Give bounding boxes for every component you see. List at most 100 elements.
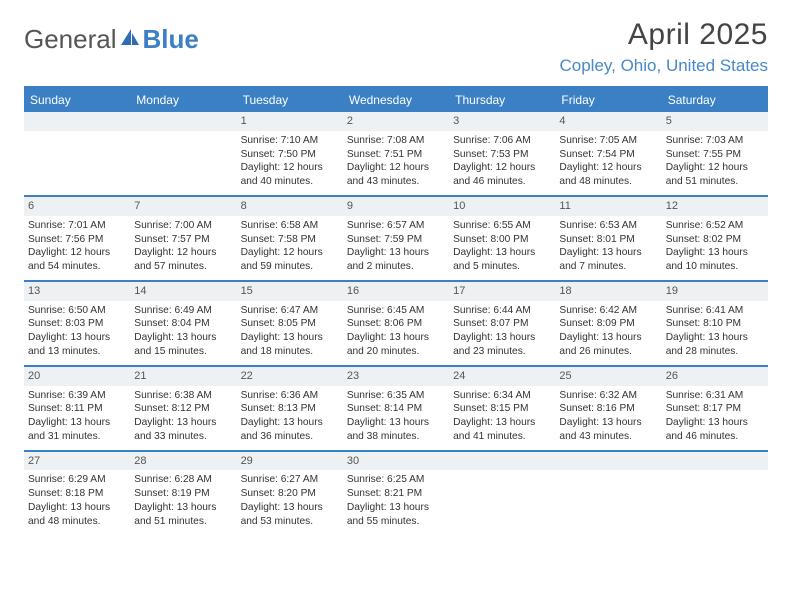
- sunrise-text: Sunrise: 6:38 AM: [134, 389, 232, 403]
- daylight-text: and 23 minutes.: [453, 345, 551, 359]
- sunset-text: Sunset: 7:50 PM: [241, 148, 339, 162]
- daylight-text: and 59 minutes.: [241, 260, 339, 274]
- daylight-text: and 31 minutes.: [28, 430, 126, 444]
- day-number: [130, 112, 236, 131]
- sunset-text: Sunset: 8:21 PM: [347, 487, 445, 501]
- sunrise-text: Sunrise: 7:00 AM: [134, 219, 232, 233]
- sunset-text: Sunset: 8:19 PM: [134, 487, 232, 501]
- day-number: 9: [343, 197, 449, 216]
- calendar-day: 20Sunrise: 6:39 AMSunset: 8:11 PMDayligh…: [24, 367, 130, 450]
- sunrise-text: Sunrise: 7:03 AM: [666, 134, 764, 148]
- sunset-text: Sunset: 8:10 PM: [666, 317, 764, 331]
- daylight-text: Daylight: 13 hours: [241, 501, 339, 515]
- daylight-text: and 43 minutes.: [559, 430, 657, 444]
- sunset-text: Sunset: 8:13 PM: [241, 402, 339, 416]
- title-block: April 2025 Copley, Ohio, United States: [559, 18, 768, 76]
- logo-sail-icon: [120, 28, 140, 46]
- sunset-text: Sunset: 8:17 PM: [666, 402, 764, 416]
- daylight-text: and 13 minutes.: [28, 345, 126, 359]
- day-number: 14: [130, 282, 236, 301]
- calendar-week: 27Sunrise: 6:29 AMSunset: 8:18 PMDayligh…: [24, 452, 768, 535]
- day-number: 18: [555, 282, 661, 301]
- calendar-day: 14Sunrise: 6:49 AMSunset: 8:04 PMDayligh…: [130, 282, 236, 365]
- daylight-text: Daylight: 12 hours: [28, 246, 126, 260]
- day-number: 19: [662, 282, 768, 301]
- daylight-text: Daylight: 13 hours: [134, 501, 232, 515]
- calendar-day: 3Sunrise: 7:06 AMSunset: 7:53 PMDaylight…: [449, 112, 555, 195]
- daylight-text: Daylight: 13 hours: [666, 246, 764, 260]
- daylight-text: Daylight: 13 hours: [134, 416, 232, 430]
- daylight-text: and 26 minutes.: [559, 345, 657, 359]
- day-number: [24, 112, 130, 131]
- day-number: 29: [237, 452, 343, 471]
- day-number: [662, 452, 768, 471]
- calendar-day: 4Sunrise: 7:05 AMSunset: 7:54 PMDaylight…: [555, 112, 661, 195]
- calendar-day: 15Sunrise: 6:47 AMSunset: 8:05 PMDayligh…: [237, 282, 343, 365]
- daylight-text: Daylight: 13 hours: [241, 416, 339, 430]
- sunrise-text: Sunrise: 7:08 AM: [347, 134, 445, 148]
- daylight-text: and 55 minutes.: [347, 515, 445, 529]
- calendar-day: 11Sunrise: 6:53 AMSunset: 8:01 PMDayligh…: [555, 197, 661, 280]
- sunrise-text: Sunrise: 6:31 AM: [666, 389, 764, 403]
- weekday-header: Tuesday: [237, 88, 343, 112]
- daylight-text: Daylight: 13 hours: [453, 246, 551, 260]
- sunset-text: Sunset: 7:51 PM: [347, 148, 445, 162]
- daylight-text: Daylight: 13 hours: [559, 416, 657, 430]
- sunrise-text: Sunrise: 7:10 AM: [241, 134, 339, 148]
- day-number: 21: [130, 367, 236, 386]
- daylight-text: Daylight: 13 hours: [347, 416, 445, 430]
- day-number: 12: [662, 197, 768, 216]
- sunrise-text: Sunrise: 6:35 AM: [347, 389, 445, 403]
- sunrise-text: Sunrise: 6:50 AM: [28, 304, 126, 318]
- sunset-text: Sunset: 8:12 PM: [134, 402, 232, 416]
- logo: General Blue: [24, 24, 199, 55]
- sunrise-text: Sunrise: 6:25 AM: [347, 473, 445, 487]
- calendar-day: 17Sunrise: 6:44 AMSunset: 8:07 PMDayligh…: [449, 282, 555, 365]
- day-number: 7: [130, 197, 236, 216]
- daylight-text: and 48 minutes.: [559, 175, 657, 189]
- location-text: Copley, Ohio, United States: [559, 56, 768, 76]
- weekday-header: Monday: [130, 88, 236, 112]
- daylight-text: Daylight: 12 hours: [453, 161, 551, 175]
- daylight-text: Daylight: 13 hours: [347, 331, 445, 345]
- sunrise-text: Sunrise: 6:39 AM: [28, 389, 126, 403]
- sunrise-text: Sunrise: 6:42 AM: [559, 304, 657, 318]
- sunset-text: Sunset: 7:56 PM: [28, 233, 126, 247]
- sunrise-text: Sunrise: 6:57 AM: [347, 219, 445, 233]
- sunrise-text: Sunrise: 6:52 AM: [666, 219, 764, 233]
- calendar-week: 13Sunrise: 6:50 AMSunset: 8:03 PMDayligh…: [24, 282, 768, 365]
- sunrise-text: Sunrise: 6:49 AM: [134, 304, 232, 318]
- weekday-header-row: SundayMondayTuesdayWednesdayThursdayFrid…: [24, 88, 768, 112]
- daylight-text: Daylight: 13 hours: [559, 246, 657, 260]
- daylight-text: and 5 minutes.: [453, 260, 551, 274]
- day-number: 1: [237, 112, 343, 131]
- calendar-day: 28Sunrise: 6:28 AMSunset: 8:19 PMDayligh…: [130, 452, 236, 535]
- daylight-text: and 54 minutes.: [28, 260, 126, 274]
- daylight-text: and 43 minutes.: [347, 175, 445, 189]
- calendar-day-empty: [662, 452, 768, 535]
- calendar-day: 18Sunrise: 6:42 AMSunset: 8:09 PMDayligh…: [555, 282, 661, 365]
- day-number: 6: [24, 197, 130, 216]
- daylight-text: and 41 minutes.: [453, 430, 551, 444]
- calendar-day: 29Sunrise: 6:27 AMSunset: 8:20 PMDayligh…: [237, 452, 343, 535]
- calendar-day: 16Sunrise: 6:45 AMSunset: 8:06 PMDayligh…: [343, 282, 449, 365]
- sunrise-text: Sunrise: 7:01 AM: [28, 219, 126, 233]
- sunset-text: Sunset: 7:53 PM: [453, 148, 551, 162]
- daylight-text: and 20 minutes.: [347, 345, 445, 359]
- day-number: 22: [237, 367, 343, 386]
- calendar-day: 13Sunrise: 6:50 AMSunset: 8:03 PMDayligh…: [24, 282, 130, 365]
- daylight-text: and 51 minutes.: [134, 515, 232, 529]
- calendar-day-empty: [130, 112, 236, 195]
- daylight-text: Daylight: 13 hours: [666, 416, 764, 430]
- sunset-text: Sunset: 7:55 PM: [666, 148, 764, 162]
- day-number: 11: [555, 197, 661, 216]
- daylight-text: Daylight: 13 hours: [28, 331, 126, 345]
- daylight-text: and 48 minutes.: [28, 515, 126, 529]
- daylight-text: Daylight: 12 hours: [134, 246, 232, 260]
- calendar-day: 19Sunrise: 6:41 AMSunset: 8:10 PMDayligh…: [662, 282, 768, 365]
- day-number: 23: [343, 367, 449, 386]
- calendar-day: 1Sunrise: 7:10 AMSunset: 7:50 PMDaylight…: [237, 112, 343, 195]
- daylight-text: Daylight: 13 hours: [666, 331, 764, 345]
- sunrise-text: Sunrise: 6:45 AM: [347, 304, 445, 318]
- daylight-text: Daylight: 13 hours: [347, 246, 445, 260]
